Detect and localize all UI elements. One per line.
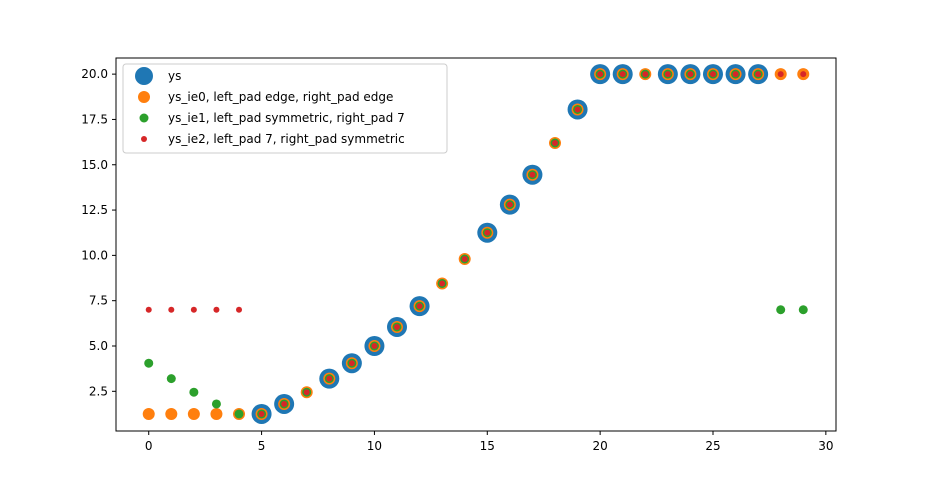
data-point-s3-26 xyxy=(732,71,739,78)
data-point-s3-4 xyxy=(236,306,243,313)
plot-frame xyxy=(115,57,837,432)
data-point-s2-2 xyxy=(189,387,199,397)
x-axis: 0 5 10 15 20 25 30 xyxy=(145,431,833,453)
data-point-s1-3 xyxy=(210,407,223,420)
data-point-s2-1 xyxy=(166,374,176,384)
data-point-s3-25 xyxy=(709,71,716,78)
legend-marker-0 xyxy=(135,67,153,85)
data-point-s3-0 xyxy=(145,306,152,313)
x-tick-label: 15 xyxy=(480,439,495,453)
data-point-s3-29 xyxy=(800,71,807,78)
data-point-s3-11 xyxy=(394,323,400,330)
data-point-s3-15 xyxy=(484,229,491,236)
data-point-s2-3 xyxy=(211,399,221,409)
data-point-s3-12 xyxy=(416,303,423,310)
y-tick-label: 7.5 xyxy=(89,294,108,308)
data-point-s3-22 xyxy=(642,71,649,78)
data-point-s3-14 xyxy=(461,256,468,262)
data-point-s2-29 xyxy=(798,305,808,315)
data-point-s3-5 xyxy=(258,410,265,417)
data-point-s1-0 xyxy=(142,407,155,420)
data-point-s1-2 xyxy=(187,407,200,420)
data-point-s3-3 xyxy=(213,306,220,313)
x-tick-label: 10 xyxy=(367,439,382,453)
legend-marker-2 xyxy=(139,113,149,123)
data-point-s2-4 xyxy=(234,409,244,419)
legend-label-0: ys xyxy=(168,69,181,83)
data-point-s3-18 xyxy=(552,140,558,146)
data-point-s3-1 xyxy=(168,306,175,313)
y-tick-label: 10.0 xyxy=(81,248,108,262)
data-point-s3-8 xyxy=(326,375,333,382)
x-tick-label: 25 xyxy=(705,439,720,453)
y-tick-label: 12.5 xyxy=(81,203,108,217)
legend-label-3: ys_ie2, left_pad 7, right_pad symmetric xyxy=(168,132,405,146)
data-point-s3-6 xyxy=(281,400,288,407)
data-point-s3-21 xyxy=(619,71,626,78)
legend: ys ys_ie0, left_pad edge, right_pad edge y… xyxy=(122,63,448,154)
series-3 xyxy=(145,71,807,417)
data-point-s3-7 xyxy=(303,389,310,396)
y-tick-label: 17.5 xyxy=(81,112,108,126)
y-tick-label: 5.0 xyxy=(89,339,108,353)
legend-marker-1 xyxy=(138,91,150,103)
x-tick-label: 20 xyxy=(592,439,607,453)
x-tick-label: 0 xyxy=(145,439,153,453)
y-axis: 2.5 5.0 7.5 10.0 12.5 15.0 17.5 20.0 xyxy=(81,67,116,398)
y-tick-label: 20.0 xyxy=(81,67,108,81)
data-point-s3-2 xyxy=(190,306,197,313)
data-point-s3-19 xyxy=(574,106,581,113)
data-point-s3-10 xyxy=(371,343,378,349)
data-point-s3-13 xyxy=(439,280,446,287)
legend-marker-3 xyxy=(141,136,147,142)
data-point-s1-1 xyxy=(165,407,178,420)
y-tick-label: 2.5 xyxy=(89,384,108,398)
data-point-s3-20 xyxy=(597,71,604,78)
data-point-s3-9 xyxy=(348,360,355,367)
data-point-s3-24 xyxy=(687,71,694,78)
data-point-s2-0 xyxy=(144,358,154,368)
data-point-s3-27 xyxy=(755,71,762,78)
data-point-s3-23 xyxy=(664,71,671,78)
data-point-s2-28 xyxy=(776,305,786,315)
data-point-s3-28 xyxy=(777,71,784,78)
y-tick-label: 15.0 xyxy=(81,158,108,172)
series-layer xyxy=(142,64,810,424)
legend-box xyxy=(122,63,448,154)
legend-label-2: ys_ie1, left_pad symmetric, right_pad 7 xyxy=(168,111,405,125)
data-point-s3-16 xyxy=(506,201,513,208)
legend-label-1: ys_ie0, left_pad edge, right_pad edge xyxy=(168,90,393,104)
x-tick-label: 5 xyxy=(258,439,266,453)
x-tick-label: 30 xyxy=(818,439,833,453)
data-point-s3-17 xyxy=(529,171,536,178)
